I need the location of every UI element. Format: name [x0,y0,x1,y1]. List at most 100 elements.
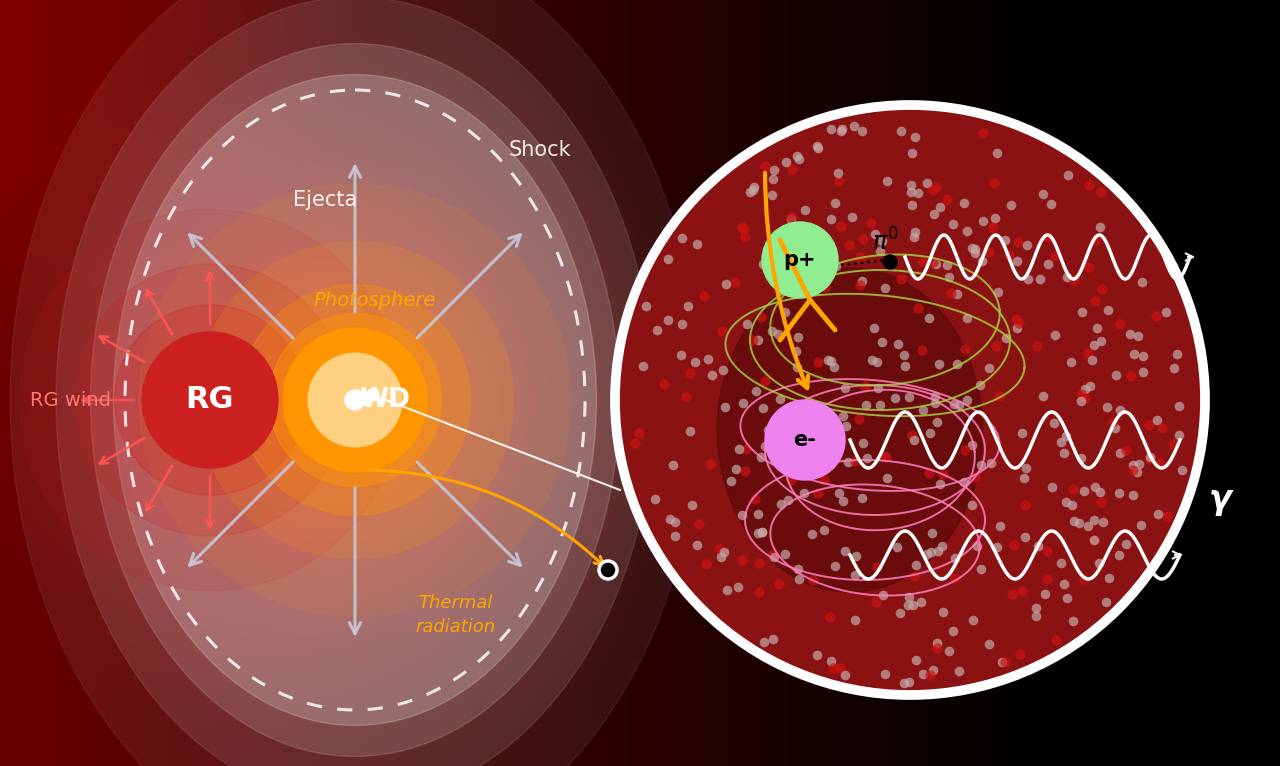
Point [1084,514,1105,526]
Point [938,270,959,283]
Point [933,606,954,618]
Point [744,183,764,195]
Point [736,443,756,455]
Point [728,581,749,594]
Point [965,247,986,259]
Point [841,211,861,224]
Point [870,398,891,411]
Point [877,175,897,187]
Point [1015,499,1036,511]
Point [731,509,751,521]
Point [755,440,776,452]
Point [832,123,852,136]
Point [876,668,896,680]
Point [887,338,908,350]
Point [751,526,772,538]
Point [658,313,678,326]
Point [735,465,755,477]
Point [945,552,965,565]
Point [942,625,963,637]
Point [625,437,645,449]
Point [1044,250,1065,262]
Point [685,356,705,368]
Point [1152,421,1172,434]
Point [905,131,925,143]
Point [771,430,791,442]
Point [1097,304,1117,316]
Point [856,452,877,464]
Point [872,235,892,247]
Point [920,546,941,558]
Point [751,525,772,538]
Point [980,457,1001,470]
Point [681,499,701,511]
Point [820,355,841,368]
Point [1128,466,1148,478]
Point [919,466,940,479]
Point [818,354,838,366]
Point [957,224,978,237]
Point [1116,538,1137,550]
Point [745,493,765,506]
Point [788,153,809,165]
Point [632,360,653,372]
Point [710,551,731,563]
Point [891,273,911,286]
Point [1082,354,1102,366]
Circle shape [269,313,442,486]
Point [676,391,696,404]
Point [966,540,987,552]
Point [916,176,937,188]
Point [1139,418,1160,430]
Point [978,638,998,650]
Point [824,361,845,373]
Point [1133,349,1153,362]
Point [948,399,969,411]
Point [1044,417,1065,429]
Point [788,572,809,584]
Point [732,554,753,566]
Point [924,397,945,409]
Point [995,656,1015,668]
Point [986,339,1006,352]
Point [716,278,736,290]
Point [814,474,835,486]
Point [1001,588,1021,600]
Point [874,282,895,294]
Point [824,197,845,209]
Point [870,245,891,257]
Point [1078,520,1098,532]
Point [744,181,764,193]
Point [1015,462,1036,474]
Point [1083,535,1103,547]
Point [795,205,815,217]
Point [916,548,937,561]
Point [1164,437,1184,450]
Point [943,218,964,230]
Point [733,223,754,235]
Point [721,475,741,487]
Point [1046,634,1066,647]
Point [819,611,840,623]
Point [787,563,808,575]
Point [735,231,755,244]
Point [937,192,957,205]
Point [863,322,883,334]
Point [1037,545,1057,557]
Point [781,213,801,225]
Point [764,552,785,564]
Point [696,558,717,570]
Point [762,326,782,338]
Point [781,211,801,224]
Point [746,385,767,397]
Point [840,238,860,250]
Point [1034,588,1055,600]
Circle shape [197,241,513,558]
Point [835,382,855,394]
Point [923,664,943,676]
Circle shape [308,353,402,447]
Point [753,402,773,414]
Point [1084,339,1105,352]
Point [956,312,977,324]
Point [749,556,769,568]
